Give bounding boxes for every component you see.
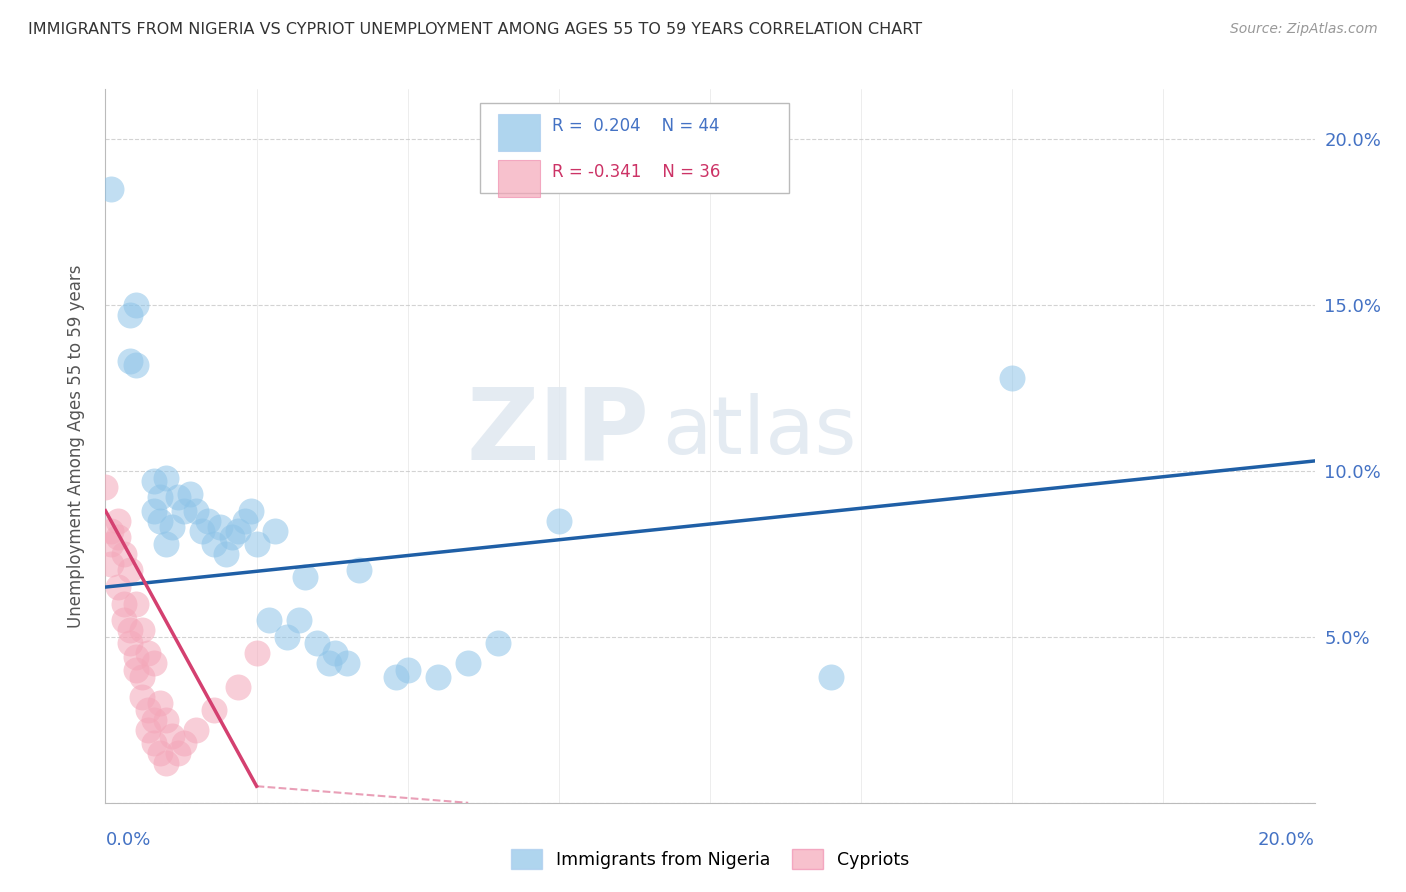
Point — [100, 537, 122, 551]
Point — [160, 520, 183, 534]
Point — [131, 670, 153, 684]
Text: Source: ZipAtlas.com: Source: ZipAtlas.com — [1230, 22, 1378, 37]
Point — [136, 723, 159, 737]
Point — [142, 474, 165, 488]
Point — [257, 613, 280, 627]
Point — [94, 481, 117, 495]
Point — [228, 524, 250, 538]
Point — [118, 308, 141, 322]
Point — [276, 630, 298, 644]
Point — [112, 597, 135, 611]
Point — [318, 657, 340, 671]
Text: R =  0.204    N = 44: R = 0.204 N = 44 — [551, 117, 718, 135]
Text: R = -0.341    N = 36: R = -0.341 N = 36 — [551, 162, 720, 181]
Point — [125, 649, 148, 664]
Point — [149, 514, 172, 528]
Point — [167, 491, 190, 505]
Point — [160, 730, 183, 744]
Point — [112, 613, 135, 627]
Point — [142, 736, 165, 750]
Point — [228, 680, 250, 694]
Point — [136, 703, 159, 717]
Point — [209, 520, 232, 534]
Point — [186, 723, 208, 737]
Point — [336, 657, 359, 671]
Point — [131, 690, 153, 704]
Point — [384, 670, 406, 684]
Text: ZIP: ZIP — [467, 384, 650, 480]
Point — [349, 564, 371, 578]
Point — [288, 613, 311, 627]
FancyBboxPatch shape — [499, 114, 540, 152]
Point — [100, 524, 122, 538]
Point — [142, 504, 165, 518]
Point — [294, 570, 316, 584]
Point — [488, 636, 510, 650]
Point — [107, 580, 129, 594]
Point — [125, 358, 148, 372]
Point — [118, 624, 141, 638]
Point — [239, 504, 262, 518]
Point — [202, 703, 225, 717]
Point — [173, 504, 195, 518]
Point — [100, 182, 122, 196]
Text: 0.0%: 0.0% — [105, 831, 150, 849]
Point — [186, 504, 208, 518]
Point — [197, 514, 219, 528]
Point — [246, 537, 269, 551]
Point — [112, 547, 135, 561]
Point — [131, 624, 153, 638]
Point — [125, 298, 148, 312]
Point — [100, 557, 122, 571]
Point — [149, 746, 172, 760]
Point — [107, 514, 129, 528]
Point — [155, 713, 177, 727]
Text: atlas: atlas — [662, 392, 856, 471]
Point — [149, 491, 172, 505]
Point — [202, 537, 225, 551]
Point — [125, 663, 148, 677]
Point — [215, 547, 238, 561]
Point — [155, 537, 177, 551]
Point — [457, 657, 479, 671]
Point — [118, 636, 141, 650]
Point — [136, 647, 159, 661]
Point — [307, 636, 329, 650]
Point — [118, 354, 141, 368]
Point — [155, 756, 177, 770]
Point — [396, 663, 419, 677]
Point — [155, 470, 177, 484]
Point — [820, 670, 842, 684]
Point — [1001, 371, 1024, 385]
Point — [323, 647, 346, 661]
Point — [107, 530, 129, 544]
Point — [548, 514, 571, 528]
Point — [179, 487, 201, 501]
Legend: Immigrants from Nigeria, Cypriots: Immigrants from Nigeria, Cypriots — [505, 842, 915, 876]
Point — [149, 696, 172, 710]
FancyBboxPatch shape — [481, 103, 789, 193]
Point — [427, 670, 450, 684]
Point — [263, 524, 285, 538]
Point — [246, 647, 269, 661]
Point — [221, 530, 243, 544]
Point — [142, 657, 165, 671]
Y-axis label: Unemployment Among Ages 55 to 59 years: Unemployment Among Ages 55 to 59 years — [66, 264, 84, 628]
Point — [167, 746, 190, 760]
Point — [233, 514, 256, 528]
Text: IMMIGRANTS FROM NIGERIA VS CYPRIOT UNEMPLOYMENT AMONG AGES 55 TO 59 YEARS CORREL: IMMIGRANTS FROM NIGERIA VS CYPRIOT UNEMP… — [28, 22, 922, 37]
Text: 20.0%: 20.0% — [1258, 831, 1315, 849]
Point — [191, 524, 214, 538]
Point — [142, 713, 165, 727]
Point — [125, 597, 148, 611]
Point — [173, 736, 195, 750]
Point — [118, 564, 141, 578]
FancyBboxPatch shape — [499, 160, 540, 197]
